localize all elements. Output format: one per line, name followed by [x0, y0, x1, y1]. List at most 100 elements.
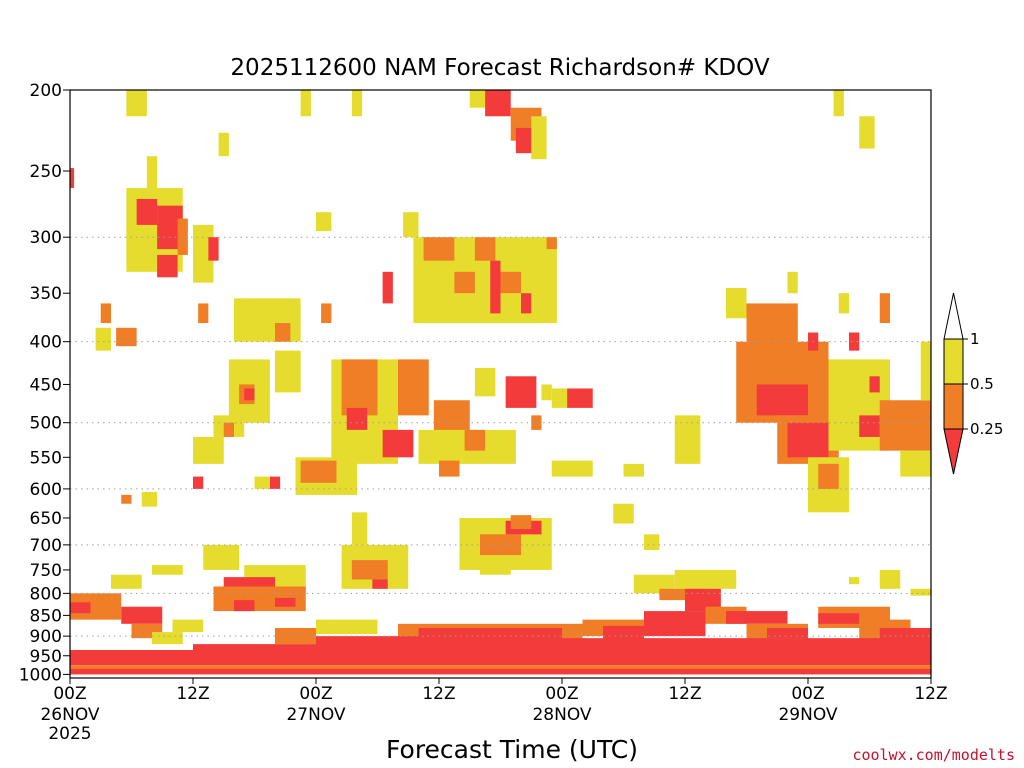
ri-patch-orange	[818, 463, 839, 489]
ri-patch-red	[505, 376, 537, 408]
ri-patch-yellow	[172, 619, 204, 633]
ri-patch-yellow	[351, 512, 368, 545]
ri-patch-yellow	[787, 271, 798, 294]
ri-patch-yellow	[674, 569, 737, 589]
ri-patch-orange	[546, 237, 557, 250]
y-tick-label-350: 350	[30, 284, 62, 304]
ri-patch-yellow	[218, 132, 229, 157]
ri-patch-yellow	[920, 341, 931, 401]
ri-patch-red	[644, 611, 706, 637]
ri-patch-red	[859, 415, 880, 437]
y-tick-label-500: 500	[30, 414, 62, 434]
ri-patch-orange	[223, 422, 234, 437]
ri-patch-red	[726, 611, 788, 624]
ri-patch-yellow	[900, 450, 931, 477]
ri-patch-orange	[300, 460, 337, 483]
ri-patch-orange	[464, 429, 486, 451]
ri-patch-orange	[510, 515, 532, 529]
ri-patch-red	[136, 198, 158, 225]
ri-patch-yellow	[403, 212, 419, 238]
x-tick-time-7: 12Z	[914, 684, 947, 704]
ri-patch-yellow	[644, 534, 660, 551]
x-axis-title: Forecast Time (UTC)	[386, 735, 638, 764]
ri-patch-red	[193, 476, 204, 489]
ri-patch-yellow	[910, 588, 931, 596]
ri-patch-orange	[474, 237, 496, 261]
ri-patch-red	[70, 602, 91, 614]
y-tick-label-250: 250	[30, 162, 62, 182]
x-tick-time-6: 00Z	[791, 684, 824, 704]
ri-patch-yellow	[203, 544, 240, 570]
ri-patch-yellow	[633, 574, 675, 594]
ri-patch-yellow	[551, 388, 568, 408]
ri-patch-orange	[275, 323, 291, 342]
ri-patch-orange	[121, 494, 132, 504]
colorbar-bin-orange	[943, 383, 964, 430]
ri-patch-yellow	[95, 327, 111, 351]
y-axis: 200 250 300 350 400 450 500 550 600 650 700 750 8008…	[19, 81, 70, 685]
ri-patch-red	[275, 597, 296, 607]
ri-patch-orange	[879, 400, 931, 451]
ri-patch-yellow	[111, 574, 142, 589]
ri-patch-red	[244, 388, 255, 401]
ground-layer	[70, 678, 931, 681]
ri-patch-orange	[454, 271, 475, 294]
colorbar-label-1: 0.5	[970, 375, 994, 393]
ri-patch-red	[869, 376, 880, 393]
ri-patch-yellow	[849, 577, 860, 585]
ri-patch-yellow	[541, 384, 552, 401]
ri-patch-yellow	[193, 436, 224, 464]
ri-patch-red	[234, 600, 255, 612]
ri-patch-yellow	[623, 463, 644, 477]
ri-patch-red	[485, 90, 511, 117]
ri-patch-orange	[659, 588, 706, 601]
ri-patch-orange	[423, 237, 455, 261]
x-tick-date-0: 26NOV	[40, 705, 99, 725]
ri-patch-red	[223, 577, 275, 587]
ri-patch-yellow	[146, 156, 158, 189]
ri-patch-red	[603, 625, 644, 643]
ri-patch-yellow	[234, 298, 301, 342]
ri-patch-yellow	[674, 415, 701, 464]
y-tick-label-300: 300	[30, 228, 62, 248]
ri-patch-yellow	[316, 619, 378, 635]
ri-patch-orange	[351, 560, 388, 580]
ri-patch-yellow	[141, 491, 158, 507]
y-tick-label-1000: 1000	[19, 665, 62, 685]
ri-patch-orange	[879, 293, 890, 324]
surface-line	[70, 678, 931, 681]
ri-patch-red	[70, 168, 75, 189]
y-tick-label-650: 650	[30, 509, 62, 529]
ri-patch-yellow	[152, 565, 183, 575]
ri-patch-orange	[100, 303, 111, 324]
y-tick-label-950: 950	[30, 647, 62, 667]
x-tick-time-5: 12Z	[668, 684, 701, 704]
ri-patch-orange	[531, 415, 542, 430]
ri-patch-yellow	[300, 90, 311, 117]
chart-title: 2025112600 NAM Forecast Richardson# KDOV	[230, 55, 769, 81]
ri-patch-red	[269, 476, 281, 489]
y-tick-label-900: 900	[30, 627, 62, 647]
colorbar-label-0: 1	[970, 330, 980, 348]
ri-patch-red	[756, 384, 808, 416]
ri-patch-yellow	[551, 460, 593, 477]
colorbar-top-arrow	[943, 292, 964, 340]
ri-patch-orange	[116, 327, 137, 347]
y-tick-label-400: 400	[30, 333, 62, 353]
ri-patch-red	[346, 407, 368, 430]
ri-patch-orange	[177, 218, 188, 255]
ri-patch-orange	[321, 303, 332, 324]
y-tick-label-850: 850	[30, 606, 62, 626]
x-tick-time-1: 12Z	[176, 684, 209, 704]
ri-patch-yellow	[474, 367, 496, 397]
ri-patch-orange	[198, 303, 209, 324]
ri-patch-yellow	[879, 569, 901, 589]
ri-patch-red	[521, 293, 532, 314]
ri-patch-yellow	[480, 557, 511, 575]
y-tick-label-450: 450	[30, 375, 62, 395]
ri-patch-red	[157, 254, 178, 278]
y-tick-label-600: 600	[30, 480, 62, 500]
ri-patch-red	[685, 588, 721, 612]
